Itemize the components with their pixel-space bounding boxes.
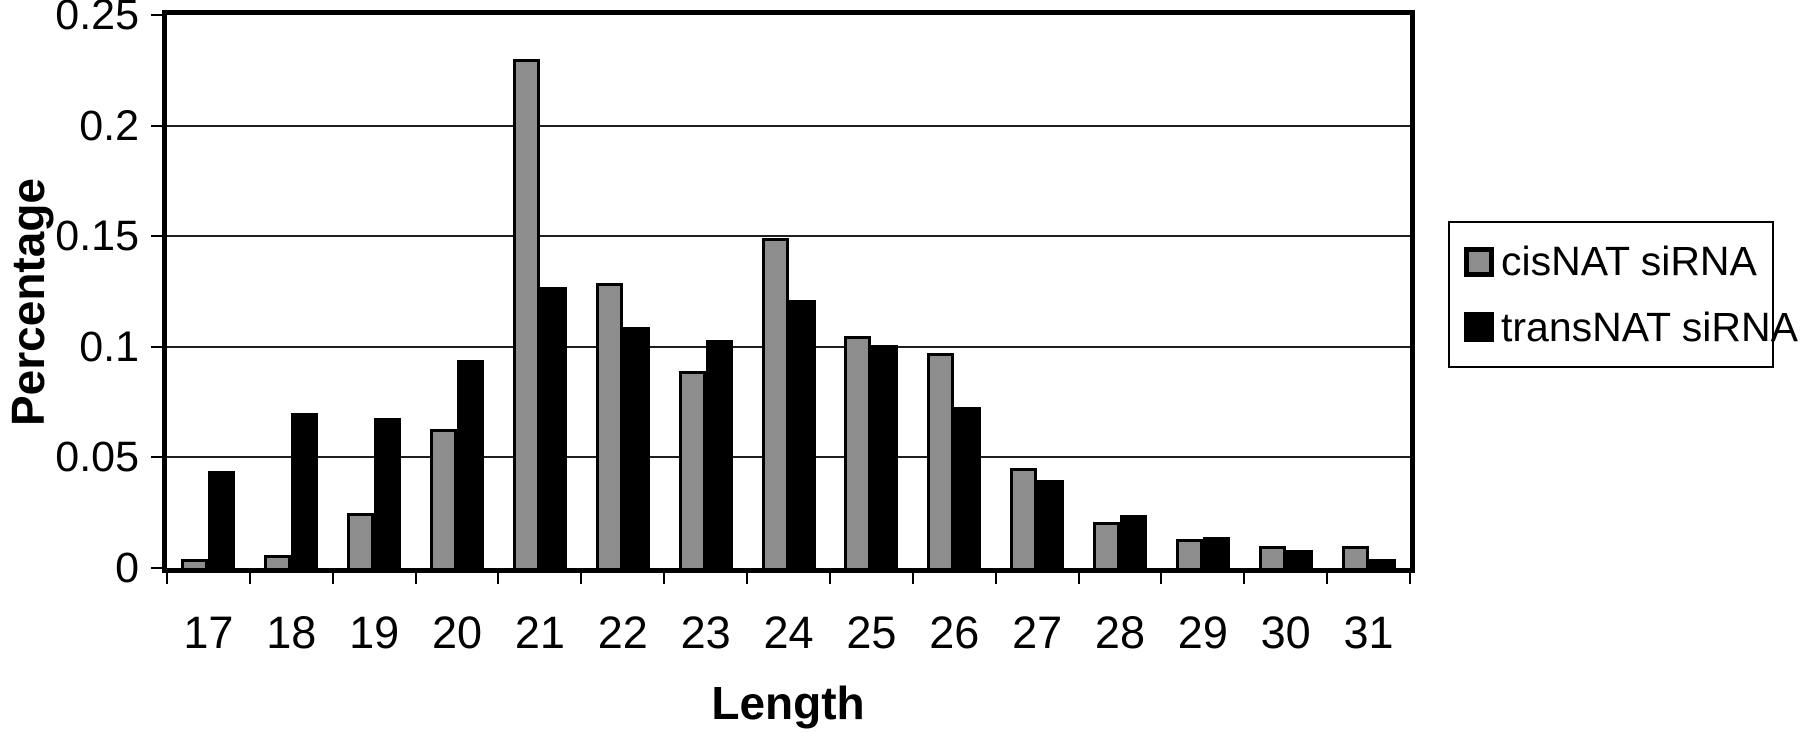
- bar-transnat-24: [788, 300, 816, 568]
- x-axis-tick: [580, 573, 583, 584]
- bar-cisnat-22: [595, 283, 623, 568]
- x-axis-tick: [994, 573, 997, 584]
- x-tick-label: 25: [846, 607, 897, 658]
- bar-cisnat-19: [347, 513, 375, 568]
- legend-item: transNAT siRNA: [1464, 304, 1798, 351]
- x-axis-tick: [331, 573, 334, 584]
- x-tick-label: 24: [763, 607, 814, 658]
- bar-cisnat-28: [1092, 522, 1120, 568]
- x-axis-tick: [746, 573, 749, 584]
- bar-cisnat-17: [181, 559, 209, 568]
- bar-transnat-21: [539, 287, 567, 568]
- x-tick-label: 17: [183, 607, 234, 658]
- bar-cisnat-20: [430, 429, 458, 568]
- bar-cisnat-18: [264, 555, 292, 568]
- x-axis-tick: [1077, 573, 1080, 584]
- bar-cisnat-30: [1258, 546, 1286, 568]
- y-axis-tick: [151, 456, 162, 459]
- bar-cisnat-27: [1010, 468, 1038, 568]
- bar-cisnat-31: [1341, 546, 1369, 568]
- x-axis-tick: [1326, 573, 1329, 584]
- x-tick-label: 23: [680, 607, 731, 658]
- bar-cisnat-29: [1175, 539, 1203, 568]
- x-tick-label: 19: [349, 607, 400, 658]
- bar-transnat-28: [1119, 515, 1147, 568]
- y-tick-label: 0.05: [55, 433, 139, 482]
- gridline: [167, 124, 1410, 127]
- plot-area: 0 0.05 0.1 0.15 0.2 0.25 17 18 19 20 21 22 23 24 25 26 2…: [55, 0, 1415, 658]
- x-axis-title: Length: [711, 677, 865, 729]
- y-tick-label: 0.15: [55, 212, 139, 261]
- y-axis-tick: [151, 345, 162, 348]
- y-axis-tick: [151, 567, 162, 569]
- x-tick-label: 26: [929, 607, 980, 658]
- bar-cisnat-25: [844, 336, 872, 568]
- bar-transnat-23: [705, 340, 733, 568]
- bar-cisnat-26: [927, 353, 955, 568]
- legend: cisNAT siRNA transNAT siRNA: [1448, 221, 1798, 368]
- bar-transnat-26: [954, 407, 982, 568]
- bar-cisnat-24: [761, 238, 789, 568]
- x-axis-tick: [166, 573, 168, 584]
- bar-transnat-25: [871, 345, 899, 568]
- bar-cisnat-23: [678, 371, 706, 568]
- y-axis-tick: [151, 235, 162, 238]
- x-tick-label: 21: [514, 607, 565, 658]
- x-tick-label: 22: [597, 607, 648, 658]
- x-axis-tick: [911, 573, 914, 584]
- x-axis-tick: [497, 573, 500, 584]
- x-axis-tick: [414, 573, 417, 584]
- bar-transnat-20: [457, 360, 485, 568]
- x-tick-label: 31: [1343, 607, 1394, 658]
- y-tick-label: 0.1: [79, 322, 139, 371]
- x-axis-tick: [663, 573, 666, 584]
- x-tick-label: 29: [1177, 607, 1228, 658]
- bar-transnat-19: [374, 418, 402, 568]
- bar-transnat-29: [1202, 537, 1230, 568]
- legend-label: transNAT siRNA: [1501, 303, 1798, 350]
- gridline: [167, 235, 1410, 238]
- legend-swatch-transnat: [1464, 312, 1494, 343]
- x-tick-label: 27: [1012, 607, 1063, 658]
- y-tick-label: 0.2: [79, 101, 139, 150]
- bar-transnat-27: [1037, 480, 1065, 568]
- x-axis-tick: [1243, 573, 1246, 584]
- legend-label: cisNAT siRNA: [1501, 238, 1757, 285]
- x-tick-label: 18: [266, 607, 317, 658]
- bar-transnat-17: [208, 471, 236, 568]
- bar-cisnat-21: [512, 59, 540, 568]
- bar-transnat-31: [1368, 559, 1396, 568]
- x-tick-label: 30: [1260, 607, 1311, 658]
- x-tick-label: 20: [432, 607, 483, 658]
- x-axis-tick: [1160, 573, 1163, 584]
- y-tick-label: 0: [115, 544, 139, 592]
- bar-transnat-22: [622, 327, 650, 568]
- x-axis-tick: [1409, 573, 1411, 584]
- bar-transnat-30: [1285, 550, 1313, 568]
- legend-swatch-cisnat: [1464, 246, 1494, 277]
- y-tick-label: 0.25: [55, 0, 139, 39]
- x-tick-label: 28: [1094, 607, 1145, 658]
- bar-transnat-18: [291, 413, 319, 568]
- x-axis-tick: [248, 573, 251, 584]
- y-axis-tick: [151, 124, 162, 127]
- legend-item: cisNAT siRNA: [1464, 238, 1766, 285]
- y-axis-tick: [151, 14, 162, 16]
- x-axis-tick: [828, 573, 831, 584]
